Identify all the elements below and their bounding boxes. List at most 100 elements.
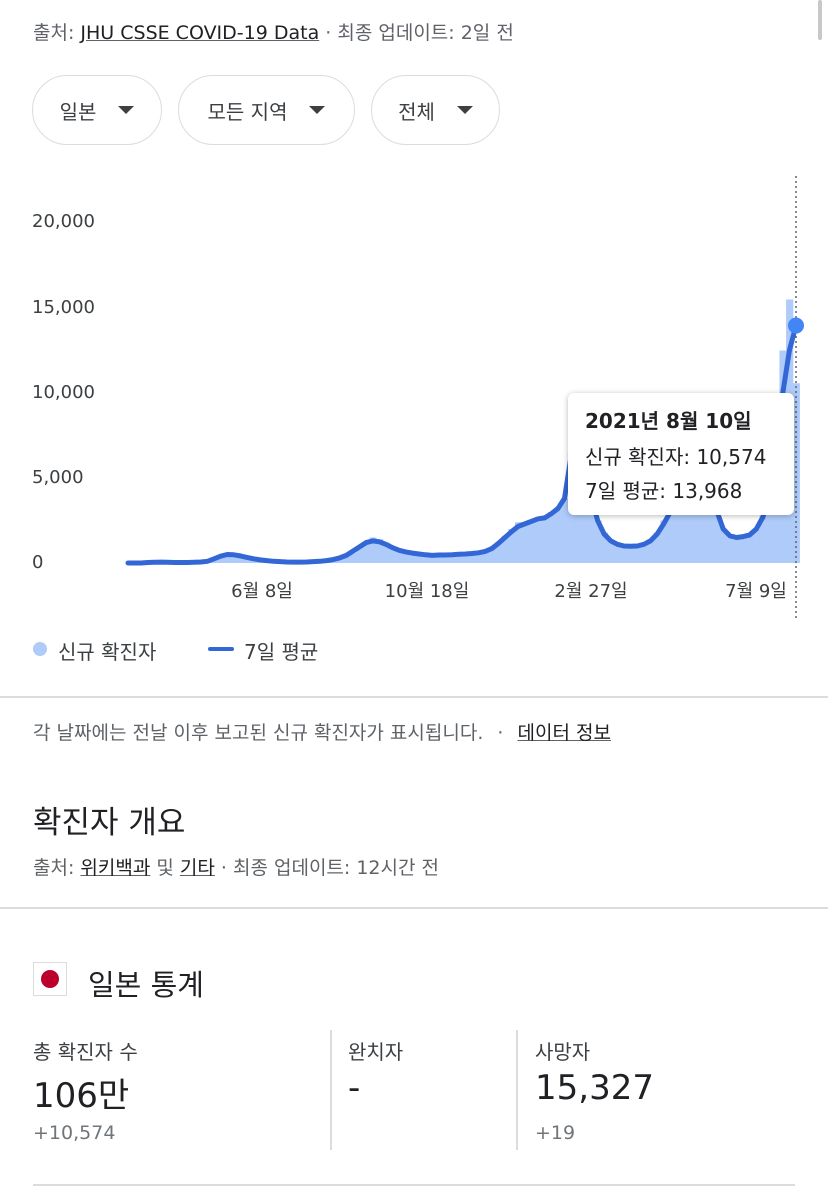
update-text: · 최종 업데이트: 12시간 전 <box>214 857 439 879</box>
new-cases-bar <box>528 520 536 563</box>
new-cases-bar <box>686 491 695 563</box>
legend-line-label: 7일 평균 <box>244 640 319 664</box>
wikipedia-link[interactable]: 위키백과 <box>80 857 151 879</box>
source-link[interactable]: JHU CSSE COVID-19 Data <box>80 22 320 44</box>
new-cases-bar <box>607 540 615 563</box>
new-cases-bar <box>547 512 556 563</box>
recovered-label: 완치자 <box>348 1040 404 1064</box>
new-cases-bar <box>739 535 747 563</box>
update-text: · 최종 업데이트: 2일 전 <box>319 22 514 44</box>
new-cases-bar <box>409 553 417 563</box>
overview-source-line: 출처: 위키백과 및 기타 · 최종 업데이트: 12시간 전 <box>33 853 439 880</box>
note-text: 각 날짜에는 전날 이후 보고된 신규 확진자가 표시됩니다. <box>33 722 484 744</box>
source-prefix: 출처: <box>33 22 81 44</box>
deaths-value: 15,327 <box>535 1068 654 1108</box>
new-cases-bar <box>660 520 668 563</box>
new-cases-bar <box>640 542 648 563</box>
new-cases-bar <box>561 498 569 563</box>
y-tick-label: 15,000 <box>32 297 95 318</box>
new-cases-bar <box>667 508 675 563</box>
x-tick-label: 6월 8일 <box>231 581 293 602</box>
new-cases-bar <box>495 542 503 563</box>
y-tick-label: 0 <box>32 552 44 573</box>
new-cases-bar <box>501 535 509 563</box>
new-cases-bar <box>428 556 437 563</box>
total-cases-value: 106만 <box>33 1076 130 1116</box>
new-cases-bar <box>442 555 450 563</box>
note-separator: · <box>491 722 510 744</box>
overview-title: 확진자 개요 <box>33 805 186 841</box>
period-filter-chip[interactable]: 전체 <box>371 75 500 145</box>
legend-line-swatch <box>208 647 234 651</box>
chart-tooltip: 2021년 8월 10일 신규 확진자: 10,574 7일 평균: 13,96… <box>568 393 794 515</box>
column-divider <box>330 1030 332 1150</box>
new-cases-bar <box>627 546 635 563</box>
new-cases-bar <box>217 556 225 563</box>
new-cases-bar <box>746 534 754 563</box>
new-cases-bar <box>680 489 688 563</box>
new-cases-bar <box>349 552 357 563</box>
chip-label: 모든 지역 <box>207 99 288 124</box>
data-source-line: 출처: JHU CSSE COVID-19 Data · 최종 업데이트: 2일… <box>33 18 514 45</box>
data-info-link[interactable]: 데이터 정보 <box>517 722 611 744</box>
legend-bars-swatch <box>33 642 47 656</box>
new-cases-bar <box>700 486 708 563</box>
recovered-value: - <box>348 1068 361 1108</box>
new-cases-bar <box>402 552 410 563</box>
new-cases-bar <box>521 523 529 563</box>
new-cases-bar <box>435 554 443 563</box>
new-cases-bar <box>541 518 549 563</box>
y-tick-label: 10,000 <box>32 382 95 403</box>
new-cases-bar <box>600 532 609 563</box>
scrollbar[interactable] <box>818 0 822 40</box>
new-cases-bar <box>726 535 734 563</box>
tooltip-new-cases: 신규 확진자: 10,574 <box>585 445 767 469</box>
new-cases-bar <box>336 558 344 563</box>
new-cases-bar <box>620 546 628 563</box>
new-cases-bar <box>706 489 714 563</box>
chip-label: 전체 <box>398 99 435 124</box>
new-cases-bar <box>389 547 397 563</box>
country-filter-chip[interactable]: 일본 <box>32 75 162 145</box>
source-mid: 및 <box>150 857 180 879</box>
new-cases-bar <box>633 546 642 563</box>
new-cases-bar <box>653 532 662 563</box>
new-cases-bar <box>462 554 470 563</box>
x-tick-label: 7월 9일 <box>725 581 787 602</box>
total-cases-label: 총 확진자 수 <box>33 1040 138 1064</box>
new-cases-bar <box>230 553 238 563</box>
new-cases-bar <box>534 517 542 563</box>
new-cases-bar <box>647 539 655 563</box>
new-cases-bar <box>369 537 377 563</box>
other-sources-link[interactable]: 기타 <box>179 857 215 879</box>
new-cases-bar <box>481 551 490 563</box>
new-cases-bar <box>422 555 430 563</box>
new-cases-bar <box>594 520 602 563</box>
new-cases-bar <box>587 486 595 563</box>
tooltip-date: 2021년 8월 10일 <box>585 409 752 433</box>
chart-note: 각 날짜에는 전날 이후 보고된 신규 확진자가 표시됩니다. · 데이터 정보 <box>33 718 611 745</box>
tooltip-average: 7일 평균: 13,968 <box>585 479 743 503</box>
new-cases-bar <box>614 544 622 563</box>
new-cases-bar <box>455 552 463 563</box>
new-cases-bar <box>488 547 496 563</box>
x-tick-label: 10월 18일 <box>384 581 470 602</box>
hover-point <box>788 317 804 334</box>
x-tick-label: 2월 27일 <box>554 581 628 602</box>
new-cases-bar <box>753 529 761 563</box>
new-cases-bar <box>223 552 232 563</box>
new-cases-bar <box>759 515 767 563</box>
region-filter-chip[interactable]: 모든 지역 <box>178 75 355 145</box>
y-tick-label: 5,000 <box>32 467 84 488</box>
source-prefix: 출처: <box>33 857 81 879</box>
new-cases-bar <box>376 539 384 563</box>
new-cases-bar <box>448 554 456 563</box>
new-cases-bar <box>415 554 423 563</box>
new-cases-bar <box>362 542 371 563</box>
new-cases-bar <box>468 553 476 563</box>
chip-label: 일본 <box>59 99 97 124</box>
y-tick-label: 20,000 <box>32 211 95 232</box>
new-cases-bar <box>508 529 516 563</box>
new-cases-bar <box>475 552 483 563</box>
new-cases-bar <box>356 546 364 563</box>
